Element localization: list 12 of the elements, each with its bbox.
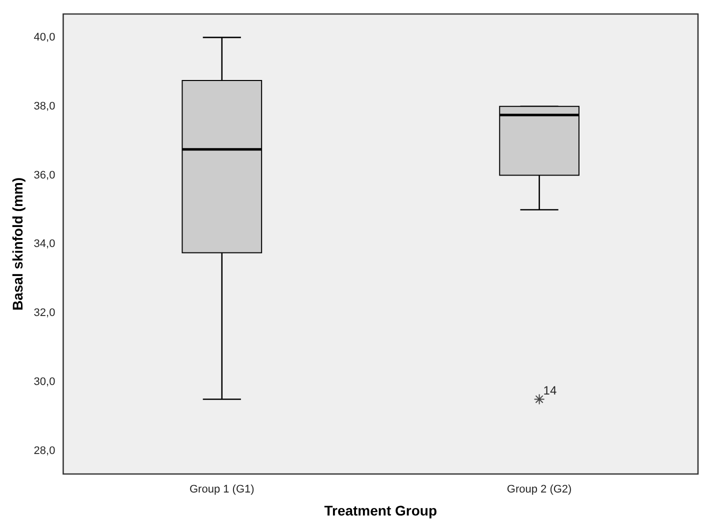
x-tick-label: Group 2 (G2) xyxy=(506,484,572,496)
y-tick-label: 40,0 xyxy=(34,31,56,44)
y-tick-label: 30,0 xyxy=(34,376,56,388)
y-tick-label: 32,0 xyxy=(34,307,56,320)
x-tick-label: Group 1 (G1) xyxy=(190,484,254,496)
y-tick-label: 38,0 xyxy=(34,100,56,112)
y-axis-title: Basal skinfold (mm) xyxy=(9,177,26,311)
y-tick-label: 36,0 xyxy=(34,169,56,182)
x-axis-title: Treatment Group xyxy=(324,502,438,518)
annotation: 14 xyxy=(543,384,557,398)
y-tick-label: 34,0 xyxy=(34,238,56,250)
y-tick-label: 28,0 xyxy=(34,444,56,457)
